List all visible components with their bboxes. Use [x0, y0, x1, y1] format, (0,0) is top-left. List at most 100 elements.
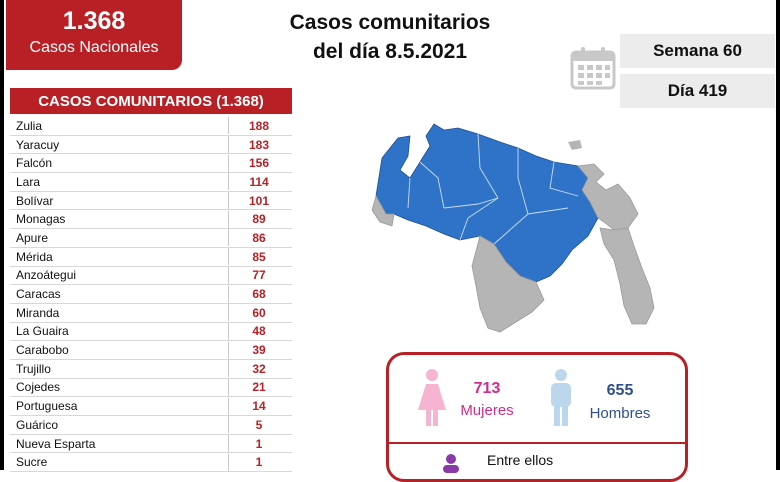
- state-cases: 32: [252, 361, 266, 376]
- right-frame-border: [776, 0, 780, 470]
- state-cases: 14: [252, 399, 266, 414]
- national-cases-card: 1.368 Casos Nacionales: [6, 0, 182, 70]
- state-cases: 39: [252, 343, 266, 358]
- state-name: Carabobo: [16, 343, 69, 358]
- cases-table-header: CASOS COMUNITARIOS (1.368): [10, 88, 292, 114]
- row-separator: [228, 173, 229, 191]
- female-label: Mujeres: [460, 402, 514, 419]
- state-name: Trujillo: [16, 361, 51, 376]
- state-name: Miranda: [16, 305, 60, 320]
- row-separator: [228, 341, 229, 359]
- table-row: Anzoátegui 77: [10, 266, 292, 286]
- map-unaffected-margarita: [568, 140, 582, 150]
- row-separator: [228, 154, 229, 172]
- national-cases-label: Casos Nacionales: [29, 39, 159, 56]
- male-label: Hombres: [589, 405, 651, 422]
- table-row: Mérida 85: [10, 248, 292, 267]
- gender-card-divider: [386, 442, 688, 444]
- table-row: Nueva Esparta 1: [10, 435, 292, 454]
- footer-text: Entre ellos: [487, 452, 554, 468]
- row-separator: [228, 435, 229, 453]
- male-count: 655: [606, 382, 634, 399]
- state-cases: 77: [252, 268, 266, 283]
- row-separator: [228, 304, 229, 322]
- venezuela-map: [371, 123, 655, 333]
- row-separator: [228, 397, 229, 415]
- state-name: La Guaira: [16, 324, 69, 339]
- state-cases: 188: [248, 118, 270, 133]
- state-name: Caracas: [16, 287, 61, 302]
- state-name: Monagas: [16, 212, 66, 227]
- state-cases: 86: [252, 230, 266, 245]
- state-cases: 21: [252, 380, 266, 395]
- state-name: Falcón: [16, 156, 53, 171]
- map-unaffected-west: [371, 194, 395, 227]
- map-state-borders: [407, 133, 579, 245]
- table-row: Apure 86: [10, 229, 292, 248]
- state-name: Portuguesa: [16, 399, 78, 414]
- state-name: Apure: [16, 230, 49, 245]
- calendar-icon: [570, 47, 616, 90]
- state-name: Bolívar: [16, 193, 54, 208]
- table-row: Bolívar 101: [10, 192, 292, 211]
- cases-table-body: Zulia 188 Yaracuy 183 Falcón 156 Lara 114 Bolíva…: [10, 117, 292, 473]
- title-line-1: Casos comunitarios: [289, 11, 491, 34]
- state-cases: 156: [248, 156, 270, 171]
- table-row: Monagas 89: [10, 210, 292, 230]
- state-name: Anzoátegui: [16, 268, 77, 283]
- female-count: 713: [473, 380, 501, 397]
- row-separator: [228, 136, 229, 154]
- table-row: Lara 114: [10, 173, 292, 192]
- table-row: Carabobo 39: [10, 341, 292, 360]
- state-cases: 5: [255, 417, 263, 432]
- table-row: Falcón 156: [10, 154, 292, 174]
- state-cases: 89: [252, 212, 266, 227]
- table-row: Trujillo 32: [10, 360, 292, 379]
- state-name: Zulia: [16, 118, 43, 133]
- table-row: Miranda 60: [10, 304, 292, 323]
- person-icon: [443, 454, 459, 473]
- left-frame-border: [0, 0, 4, 470]
- state-cases: 101: [248, 193, 270, 208]
- row-separator: [228, 248, 229, 266]
- state-cases: 85: [252, 249, 266, 264]
- table-row: Cojedes 21: [10, 378, 292, 398]
- title-line-2: del día 8.5.2021: [312, 40, 468, 63]
- row-separator: [228, 229, 229, 247]
- state-cases: 183: [248, 137, 270, 152]
- map-unaffected-east: [577, 163, 639, 231]
- row-separator: [228, 210, 229, 228]
- state-name: Yaracuy: [16, 137, 60, 152]
- state-cases: 1: [255, 436, 263, 451]
- row-separator: [228, 266, 229, 284]
- row-separator: [228, 416, 229, 434]
- state-cases: 68: [252, 287, 266, 302]
- map-unaffected-delta: [599, 227, 655, 325]
- state-cases: 114: [249, 174, 269, 189]
- table-row: Caracas 68: [10, 285, 292, 304]
- table-row: Sucre 1: [10, 453, 292, 473]
- state-name: Cojedes: [16, 380, 61, 395]
- table-row: Zulia 188: [10, 117, 292, 136]
- table-row: Guárico 5: [10, 416, 292, 435]
- state-name: Nueva Esparta: [16, 436, 96, 451]
- row-separator: [228, 192, 229, 210]
- state-name: Lara: [16, 174, 41, 189]
- row-separator: [228, 453, 229, 471]
- female-figure-icon: [418, 369, 446, 426]
- map-unaffected-amazonas: [471, 235, 545, 333]
- state-name: Guárico: [16, 417, 59, 432]
- row-separator: [228, 117, 229, 135]
- state-name: Mérida: [16, 249, 53, 264]
- state-cases: 48: [252, 324, 266, 339]
- national-cases-value: 1.368: [62, 7, 126, 35]
- row-separator: [228, 285, 229, 303]
- row-separator: [228, 322, 229, 340]
- table-row: La Guaira 48: [10, 322, 292, 342]
- state-name: Sucre: [16, 455, 48, 470]
- cases-table: CASOS COMUNITARIOS (1.368) Zulia 188 Yarac…: [10, 88, 300, 473]
- state-cases: 1: [255, 455, 263, 470]
- day-label: Día 419: [620, 74, 775, 108]
- page-title: Casos comunitarios del día 8.5.2021: [240, 8, 540, 66]
- row-separator: [228, 378, 229, 396]
